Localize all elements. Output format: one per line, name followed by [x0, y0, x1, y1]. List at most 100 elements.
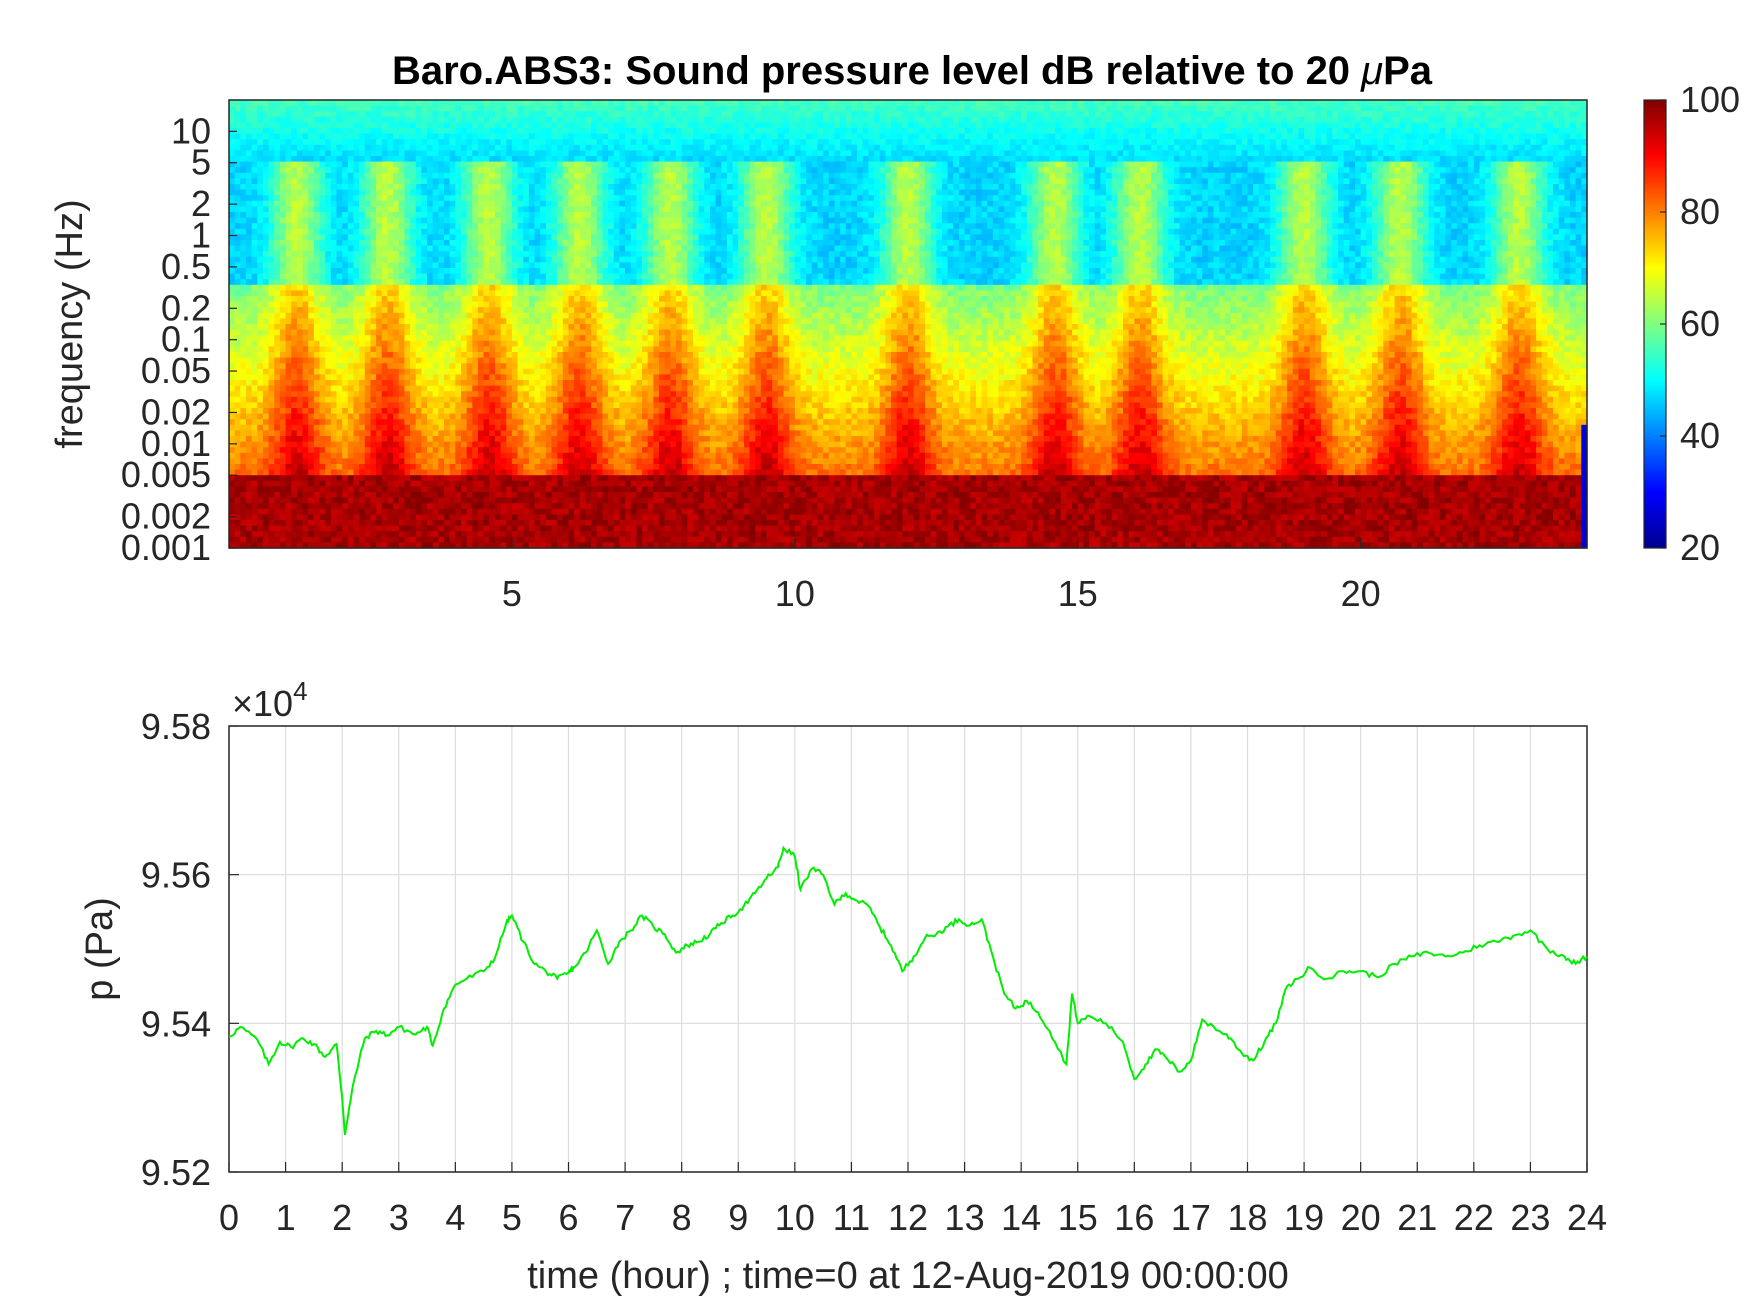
heatmap-cell — [257, 469, 264, 476]
heatmap-cell — [229, 374, 236, 381]
heatmap-cell — [540, 200, 547, 207]
heatmap-cell — [534, 340, 541, 347]
heatmap-cell — [568, 273, 575, 280]
heatmap-cell — [370, 251, 377, 258]
heatmap-cell — [347, 167, 355, 174]
heatmap-cell — [376, 256, 383, 263]
heatmap-cell — [330, 536, 338, 543]
heatmap-cell — [285, 268, 292, 275]
heatmap-cell — [257, 452, 264, 459]
heatmap-cell — [506, 279, 513, 286]
heatmap-cell — [319, 447, 326, 454]
heatmap-cell — [296, 116, 304, 123]
heatmap-cell — [523, 531, 530, 538]
heatmap-cell — [562, 307, 570, 314]
heatmap-cell — [551, 536, 558, 543]
heatmap-cell — [438, 318, 445, 325]
heatmap-cell — [477, 402, 485, 409]
heatmap-cell — [545, 234, 553, 241]
heatmap-cell — [483, 133, 490, 140]
heatmap-cell — [381, 441, 389, 448]
heatmap-cell — [285, 508, 292, 515]
heatmap-cell — [364, 408, 372, 415]
heatmap-cell — [370, 245, 377, 252]
heatmap-cell — [421, 312, 428, 319]
heatmap-cell — [229, 441, 236, 448]
heatmap-cell — [268, 312, 275, 319]
heatmap-cell — [574, 105, 581, 112]
heatmap-cell — [257, 284, 264, 291]
heatmap-cell — [268, 452, 275, 459]
heatmap-cell — [285, 436, 292, 443]
heatmap-cell — [404, 100, 411, 107]
heatmap-cell — [359, 503, 366, 510]
heatmap-cell — [562, 156, 570, 163]
heatmap-cell — [534, 184, 541, 191]
heatmap-cell — [489, 290, 496, 297]
heatmap-cell — [449, 492, 456, 499]
heatmap-cell — [574, 195, 581, 202]
heatmap-cell — [511, 452, 519, 459]
heatmap-cell — [342, 178, 349, 185]
heatmap-cell — [274, 279, 281, 286]
heatmap-cell — [477, 385, 485, 392]
heatmap-cell — [387, 413, 394, 420]
heatmap-cell — [325, 447, 332, 454]
heatmap-cell — [415, 525, 422, 532]
heatmap-cell — [229, 189, 236, 196]
heatmap-cell — [296, 234, 304, 241]
heatmap-cell — [353, 408, 360, 415]
heatmap-cell — [455, 116, 462, 123]
heatmap-cell — [296, 413, 304, 420]
heatmap-cell — [347, 419, 355, 426]
heatmap-cell — [398, 116, 406, 123]
heatmap-cell — [455, 256, 462, 263]
heatmap-cell — [517, 340, 524, 347]
heatmap-cell — [460, 346, 468, 353]
heatmap-cell — [285, 301, 292, 308]
heatmap-cell — [421, 139, 428, 146]
heatmap-cell — [421, 368, 428, 375]
heatmap-cell — [477, 111, 485, 118]
heatmap-cell — [551, 419, 558, 426]
heatmap-cell — [330, 312, 338, 319]
heatmap-cell — [444, 413, 451, 420]
heatmap-cell — [444, 340, 451, 347]
heatmap-cell — [398, 514, 406, 521]
heatmap-cell — [245, 150, 253, 157]
heatmap-cell — [415, 262, 422, 269]
heatmap-cell — [279, 536, 287, 543]
heatmap-cell — [562, 200, 570, 207]
heatmap-cell — [500, 223, 507, 230]
heatmap-cell — [562, 312, 570, 319]
heatmap-cell — [472, 447, 479, 454]
heatmap-cell — [506, 116, 513, 123]
heatmap-cell — [302, 368, 309, 375]
heatmap-cell — [336, 184, 343, 191]
heatmap-cell — [579, 212, 587, 219]
heatmap-cell — [438, 245, 445, 252]
heatmap-cell — [330, 447, 338, 454]
heatmap-cell — [540, 464, 547, 471]
heatmap-cell — [534, 122, 541, 129]
heatmap-cell — [370, 111, 377, 118]
heatmap-cell — [494, 508, 502, 515]
heatmap-cell — [240, 324, 247, 331]
heatmap-cell — [229, 268, 236, 275]
heatmap-cell — [568, 178, 575, 185]
heatmap-cell — [364, 536, 372, 543]
heatmap-cell — [376, 475, 383, 482]
heatmap-cell — [557, 122, 564, 129]
heatmap-cell — [325, 111, 332, 118]
heatmap-cell — [257, 380, 264, 387]
heatmap-cell — [330, 189, 338, 196]
heatmap-cell — [268, 296, 275, 303]
heatmap-cell — [245, 312, 253, 319]
heatmap-cell — [472, 318, 479, 325]
heatmap-cell — [438, 352, 445, 359]
heatmap-cell — [268, 413, 275, 420]
heatmap-cell — [268, 335, 275, 342]
heatmap-cell — [319, 240, 326, 247]
heatmap-cell — [398, 206, 406, 213]
heatmap-cell — [500, 374, 507, 381]
